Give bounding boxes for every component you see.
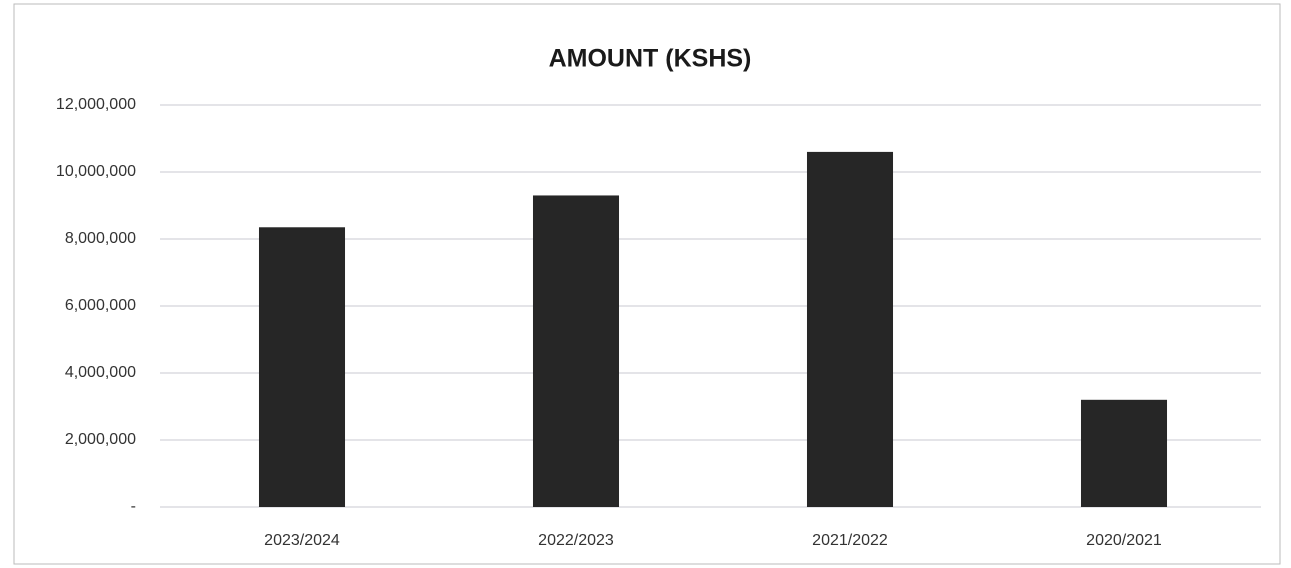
x-tick-label: 2020/2021 <box>1086 532 1162 549</box>
y-tick-label: - <box>131 498 136 515</box>
bar <box>532 195 620 507</box>
y-tick-label: 8,000,000 <box>65 230 136 247</box>
y-tick-label: 4,000,000 <box>65 364 136 381</box>
bar <box>806 151 894 507</box>
chart-title: AMOUNT (KSHS) <box>549 45 752 73</box>
y-tick-label: 10,000,000 <box>56 163 136 180</box>
x-tick-label: 2023/2024 <box>264 532 340 549</box>
bar <box>258 227 346 507</box>
y-tick-label: 2,000,000 <box>65 431 136 448</box>
y-tick-label: 6,000,000 <box>65 297 136 314</box>
bar <box>1080 399 1168 507</box>
chart-border <box>13 3 1281 565</box>
x-tick-label: 2022/2023 <box>538 532 614 549</box>
y-tick-label: 12,000,000 <box>56 96 136 113</box>
x-tick-label: 2021/2022 <box>812 532 888 549</box>
